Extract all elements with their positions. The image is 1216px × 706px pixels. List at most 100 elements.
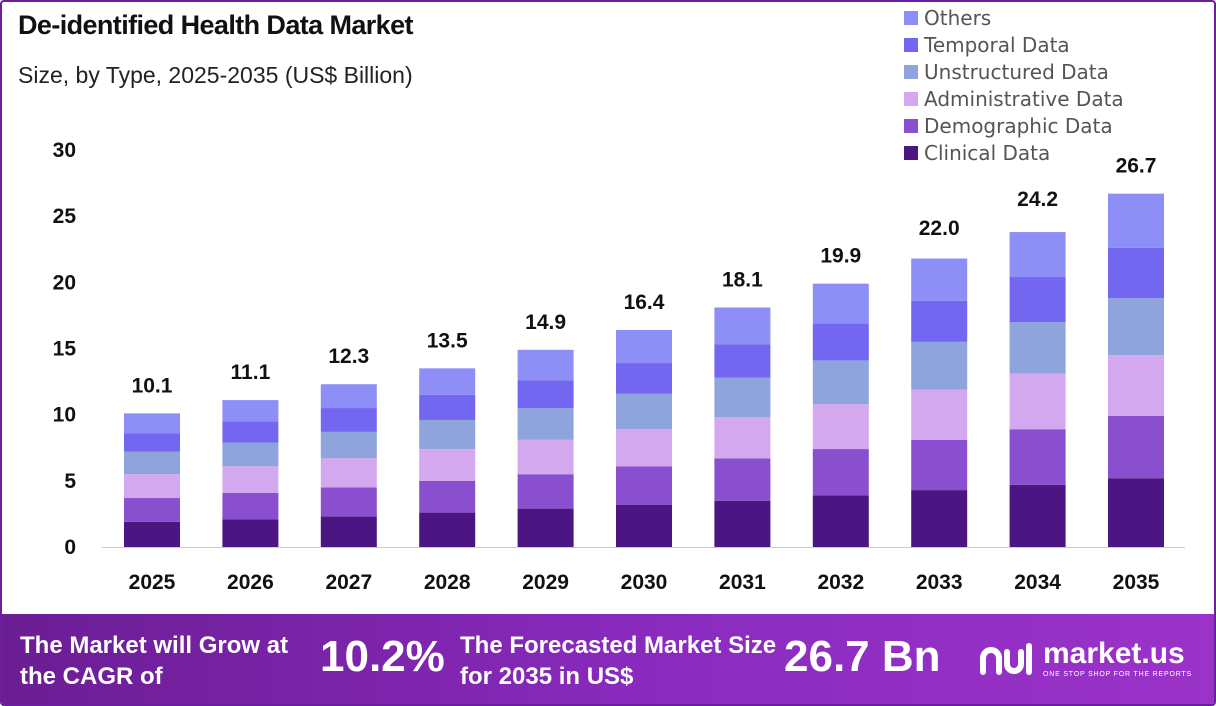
chart-subtitle: Size, by Type, 2025-2035 (US$ Billion) bbox=[18, 62, 413, 88]
legend-item-administrative-data: Administrative Data bbox=[904, 85, 1124, 112]
bar-segment-demographic-data bbox=[714, 458, 771, 501]
bar-total-label: 18.1 bbox=[722, 268, 763, 291]
cagr-label: The Market will Grow at the CAGR of bbox=[20, 632, 289, 690]
bar-total-label: 22.0 bbox=[919, 217, 960, 240]
bar-segment-unstructured-data bbox=[124, 451, 180, 475]
legend-item-demographic-data: Demographic Data bbox=[904, 112, 1124, 139]
y-tick-label: 5 bbox=[64, 470, 76, 493]
y-tick-label: 25 bbox=[53, 205, 77, 228]
x-tick-label: 2029 bbox=[522, 571, 569, 594]
x-tick-label: 2032 bbox=[817, 571, 864, 594]
bar-total-label: 24.2 bbox=[1017, 188, 1058, 211]
bar-segment-temporal-data bbox=[911, 300, 968, 342]
bar-total-label: 10.1 bbox=[132, 374, 173, 397]
y-tick-label: 10 bbox=[53, 404, 76, 427]
chart-title: De-identified Health Data Market bbox=[18, 10, 413, 40]
legend-item-clinical-data: Clinical Data bbox=[904, 139, 1124, 166]
bar-segment-temporal-data bbox=[222, 421, 279, 443]
x-tick-label: 2033 bbox=[916, 571, 963, 594]
y-tick-label: 0 bbox=[64, 536, 76, 559]
bar-segment-others bbox=[616, 329, 672, 364]
bar-segment-temporal-data bbox=[1108, 247, 1164, 299]
bar-segment-unstructured-data bbox=[714, 377, 771, 418]
bar-segment-administrative-data bbox=[1009, 373, 1066, 430]
legend-item-temporal-data: Temporal Data bbox=[904, 31, 1124, 58]
bar-segment-clinical-data bbox=[911, 490, 968, 547]
bar-segment-demographic-data bbox=[1009, 429, 1066, 485]
bar-segment-unstructured-data bbox=[1108, 298, 1164, 356]
forecast-size-label: The Forecasted Market Size for 2035 in U… bbox=[460, 632, 777, 690]
bar-segment-clinical-data bbox=[616, 504, 672, 547]
bar-segment-demographic-data bbox=[222, 492, 279, 520]
stacked-bar-chart: 05101520253010.1202511.1202612.3202713.5… bbox=[53, 139, 1185, 594]
bar-segment-clinical-data bbox=[812, 495, 869, 547]
legend-label-others: Others bbox=[924, 5, 992, 30]
bar-segment-clinical-data bbox=[1009, 484, 1066, 547]
bar-segment-others bbox=[812, 283, 869, 324]
bar-segment-unstructured-data bbox=[222, 442, 279, 467]
bar-segment-administrative-data bbox=[616, 429, 672, 467]
bar-segment-unstructured-data bbox=[419, 419, 476, 450]
x-tick-label: 2026 bbox=[227, 571, 274, 594]
bar-total-label: 12.3 bbox=[328, 345, 369, 368]
bar-segment-demographic-data bbox=[419, 480, 476, 513]
legend-label-administrative-data: Administrative Data bbox=[924, 86, 1124, 111]
bar-segment-temporal-data bbox=[616, 363, 672, 394]
bar-segment-administrative-data bbox=[714, 417, 771, 459]
bar-total-label: 11.1 bbox=[231, 361, 271, 384]
bar-segment-temporal-data bbox=[714, 344, 771, 378]
bar-segment-administrative-data bbox=[419, 449, 476, 481]
bar-segment-others bbox=[124, 413, 180, 434]
bar-segment-unstructured-data bbox=[812, 360, 869, 405]
x-tick-label: 2031 bbox=[719, 571, 766, 594]
legend-swatch-administrative-data bbox=[904, 91, 918, 106]
x-tick-label: 2035 bbox=[1113, 571, 1160, 594]
brand-name: market.us bbox=[1043, 636, 1185, 670]
legend-item-others: Others bbox=[904, 4, 1124, 31]
bar-segment-demographic-data bbox=[911, 439, 968, 491]
bar-segment-demographic-data bbox=[1108, 415, 1164, 479]
bar-segment-clinical-data bbox=[714, 500, 771, 547]
bar-segment-clinical-data bbox=[320, 516, 377, 547]
bar-total-label: 13.5 bbox=[427, 329, 468, 352]
bar-segment-temporal-data bbox=[812, 323, 869, 361]
market-us-logo-icon bbox=[980, 643, 1032, 675]
bar-segment-temporal-data bbox=[517, 380, 574, 409]
bar-segment-administrative-data bbox=[911, 389, 968, 440]
bar-segment-administrative-data bbox=[812, 404, 869, 450]
bar-segment-others bbox=[911, 258, 968, 301]
bar-segment-clinical-data bbox=[124, 521, 180, 547]
bar-segment-others bbox=[419, 368, 476, 395]
legend-item-unstructured-data: Unstructured Data bbox=[904, 58, 1124, 85]
bar-segment-demographic-data bbox=[812, 449, 869, 496]
legend-label-unstructured-data: Unstructured Data bbox=[924, 59, 1109, 84]
bar-segment-demographic-data bbox=[124, 498, 180, 522]
x-tick-label: 2034 bbox=[1014, 571, 1061, 594]
legend-label-temporal-data: Temporal Data bbox=[924, 32, 1070, 57]
bar-segment-demographic-data bbox=[616, 466, 672, 505]
legend-swatch-others bbox=[904, 10, 918, 25]
bar-segment-others bbox=[222, 400, 279, 422]
bar-segment-temporal-data bbox=[124, 433, 180, 452]
y-tick-label: 15 bbox=[53, 338, 77, 361]
cagr-value: 10.2% bbox=[320, 632, 445, 681]
bar-segment-administrative-data bbox=[124, 474, 180, 499]
legend-swatch-unstructured-data bbox=[904, 64, 918, 79]
legend-label-clinical-data: Clinical Data bbox=[924, 140, 1051, 165]
legend-swatch-demographic-data bbox=[904, 118, 918, 133]
legend-swatch-clinical-data bbox=[904, 145, 918, 160]
bar-segment-others bbox=[517, 349, 574, 381]
bar-segment-clinical-data bbox=[1108, 478, 1164, 547]
brand-tagline: ONE STOP SHOP FOR THE REPORTS bbox=[1043, 670, 1192, 678]
bar-segment-unstructured-data bbox=[517, 408, 574, 440]
bar-segment-administrative-data bbox=[320, 458, 377, 488]
y-tick-label: 20 bbox=[53, 271, 76, 294]
bar-segment-others bbox=[714, 307, 771, 345]
bar-segment-administrative-data bbox=[517, 439, 574, 475]
bar-segment-demographic-data bbox=[517, 474, 574, 509]
bar-segment-unstructured-data bbox=[320, 431, 377, 459]
brand-logo: market.us ONE STOP SHOP FOR THE REPORTS bbox=[977, 638, 1192, 678]
bar-segment-clinical-data bbox=[222, 519, 279, 547]
bar-segment-unstructured-data bbox=[616, 393, 672, 430]
